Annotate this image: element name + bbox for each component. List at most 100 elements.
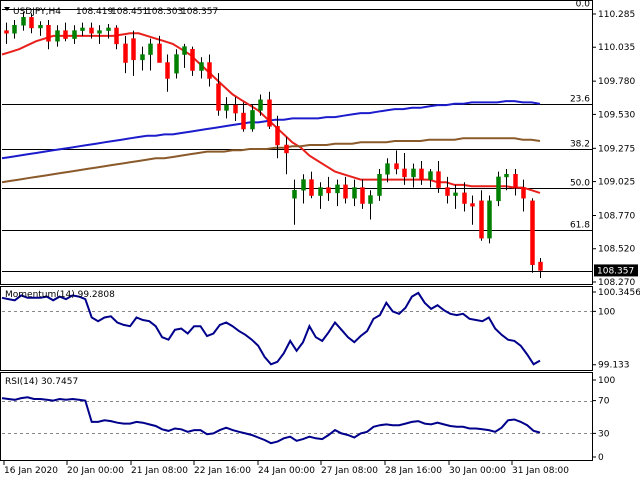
price-tick-label: 108.770 [598,211,635,221]
indicator-tick-label: 70 [598,397,610,407]
candle-body [190,48,195,71]
candle-body [21,17,26,26]
candle-body [131,38,136,61]
candle-body [46,25,51,42]
candlesticks [4,11,543,279]
candle-body [479,200,484,239]
candle-body [38,25,43,29]
time-tick-label: 28 Jan 16:00 [385,466,442,476]
candle-body [89,27,94,34]
header-open: 108.419 [76,7,113,17]
time-tick-label: 30 Jan 00:00 [449,466,506,476]
header-close: 108.357 [181,7,218,17]
indicator-tick-label: 99.133 [598,361,630,371]
candle-body [453,192,458,196]
candle-body [335,184,340,194]
price-tick-label: 109.530 [598,110,635,120]
candle-body [63,30,68,39]
indicator-tick-label: 100 [598,307,615,317]
candle-body [207,62,212,79]
candle-body [106,27,111,31]
price-tick-label: 109.780 [598,77,635,87]
indicator-tick-label: 100 [598,376,615,386]
momentum-title: Momentum(14) 99.2808 [5,290,115,300]
main-pane-frame [0,0,593,285]
candle-body [182,46,187,55]
candle-body [419,168,424,180]
price-tick-label: 110.285 [598,10,635,20]
fib-label: 23.6 [570,95,590,105]
candle-body [538,261,543,271]
time-tick-label: 16 Jan 2020 [4,466,58,476]
candle-body [174,54,179,74]
price-tick-label: 110.035 [598,43,635,53]
momentum-line [1,291,541,366]
fib-label: 50.0 [570,179,590,189]
price-tick-label: 108.270 [598,278,635,288]
rsi-indicator: 100 70 30 0 [1,376,615,463]
candle-body [250,110,255,130]
moving-average-line-2 [1,137,541,184]
candle-body [199,62,204,71]
candle-body [394,163,399,170]
candle-body [326,187,331,194]
candle-body [343,184,348,199]
candle-body [377,174,382,196]
candle-body [352,187,357,199]
fib-label: 38.2 [570,140,590,150]
candle-body [4,30,9,34]
candle-body [140,54,145,61]
time-tick-label: 27 Jan 08:00 [321,466,378,476]
candle-body [521,187,526,199]
candle-body [301,179,306,191]
candle-body [462,192,467,204]
indicator-tick-label: 100.3456 [598,288,640,298]
header-symbol: USDJPY,H4 [13,7,61,17]
rsi-line [1,396,541,445]
price-tick-label: 109.275 [598,144,635,154]
candle-body [216,83,221,111]
candle-body [165,62,170,79]
candle-body [55,30,60,42]
candle-body [123,43,128,63]
candle-body [80,27,85,31]
candle-body [114,27,119,45]
indicator-tick-label: 30 [598,429,610,439]
candle-body [12,25,17,34]
candle-body [411,168,416,178]
candle-body [157,43,162,63]
candle-body [487,200,492,239]
header-low: 108.303 [146,7,183,17]
candle-body [470,203,475,207]
last-price-label: 108.357 [597,266,634,276]
candle-body [445,187,450,196]
candle-body [267,99,272,127]
candle-body [72,30,77,39]
time-tick-label: 31 Jan 08:00 [512,466,569,476]
candle-body [360,187,365,204]
candle-body [385,163,390,175]
fib-label: 61.8 [570,221,590,231]
time-tick-label: 20 Jan 00:00 [67,466,124,476]
chart-header: USDJPY,H4 108.419 108.451 108.303 108.35… [4,7,218,17]
fib-label: 0.0 [576,0,591,10]
candle-body [402,168,407,178]
collapse-triangle-icon[interactable] [4,7,10,11]
candle-body [292,189,297,199]
candle-body [233,104,238,114]
rsi-title: RSI(14) 30.7457 [5,377,78,387]
time-tick-label: 21 Jan 08:00 [131,466,188,476]
time-tick-label: 24 Jan 00:00 [258,466,315,476]
candle-body [258,99,263,111]
candle-body [428,171,433,180]
rsi-pane-frame [0,372,593,461]
indicator-tick-label: 0 [598,453,604,463]
price-tick-label: 109.025 [598,178,635,188]
candle-body [436,171,441,188]
last-price-box [594,264,638,277]
price-tick-label: 108.520 [598,245,635,255]
candle-body [29,17,34,29]
candle-body [224,104,229,111]
fibonacci-levels: 0.0 23.6 38.2 50.0 61.8 [2,0,592,272]
